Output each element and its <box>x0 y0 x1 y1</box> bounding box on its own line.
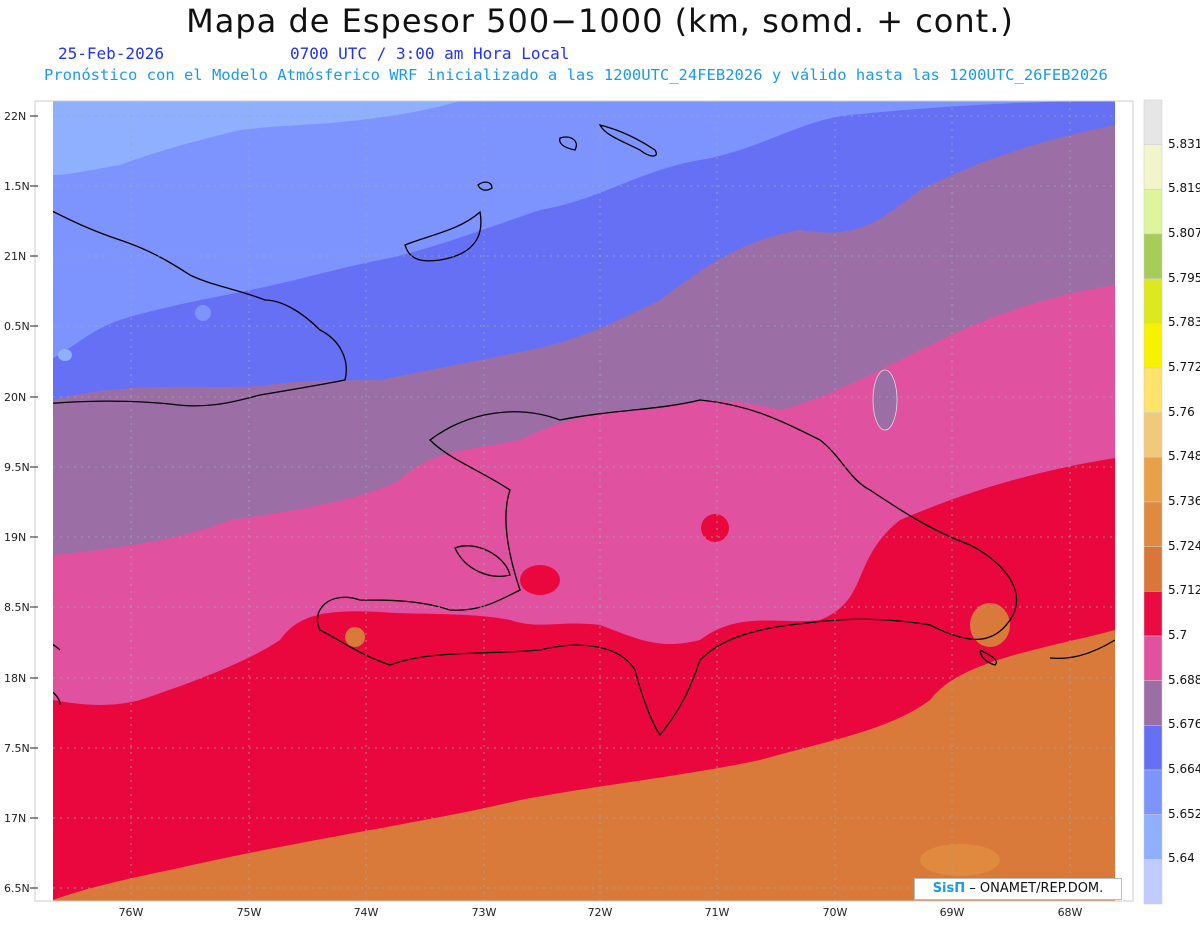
lon-label: 75W <box>236 906 262 919</box>
colorbar-swatch <box>1143 233 1163 279</box>
thickness-bands <box>53 101 1115 901</box>
model-description: Pronóstico con el Modelo Atmósferico WRF… <box>44 66 1108 84</box>
lat-label: 20N <box>4 391 27 404</box>
lat-label: 0.5N <box>4 320 30 333</box>
lon-label: 73W <box>471 906 497 919</box>
colorbar-swatch <box>1143 412 1163 458</box>
lat-label: 6.5N <box>4 882 30 895</box>
colorbar-swatch <box>1143 457 1163 503</box>
colorbar-level-label: 5.676 <box>1168 717 1200 732</box>
credit-text: – ONAMET/REP.DOM. <box>969 881 1104 896</box>
lat-label: 19N <box>4 531 27 544</box>
valid-time: 0700 UTC / 3:00 am Hora Local <box>290 44 570 63</box>
colorbar-swatch <box>1143 278 1163 324</box>
colorbar-level-label: 5.831 <box>1168 136 1200 151</box>
contour-island <box>920 844 1000 876</box>
contour-island <box>701 514 729 542</box>
colorbar-level-label: 5.724 <box>1168 538 1200 553</box>
lat-label: 1.5N <box>4 180 30 193</box>
contour-island <box>970 603 1010 647</box>
colorbar-swatch <box>1143 546 1163 592</box>
coastline <box>53 124 1115 737</box>
colorbar-level-label: 5.795 <box>1168 270 1200 285</box>
lat-label: 17N <box>4 812 27 825</box>
band-medium-blue <box>53 101 1115 358</box>
band-light-blue <box>53 101 460 175</box>
colorbar <box>1143 99 1163 905</box>
colorbar-swatch <box>1143 769 1163 815</box>
colorbar-level-label: 5.76 <box>1168 404 1195 419</box>
colorbar-swatch <box>1143 367 1163 413</box>
forecast-date: 25-Feb-2026 <box>58 44 164 63</box>
lat-label: 18N <box>4 672 27 685</box>
colorbar-level-label: 5.664 <box>1168 762 1200 776</box>
colorbar-level-label: 5.64 <box>1168 851 1195 866</box>
lat-label: 8.5N <box>4 601 30 614</box>
contour-island <box>145 875 169 895</box>
colorbar-level-label: 5.712 <box>1168 583 1200 598</box>
credit-box: SisΠ – ONAMET/REP.DOM. <box>914 878 1122 900</box>
colorbar-swatch <box>1143 144 1163 190</box>
colorbar-level-label: 5.7 <box>1168 628 1188 642</box>
colorbar-swatch <box>1143 635 1163 681</box>
lat-label: 7.5N <box>4 742 30 755</box>
plot-frame <box>34 100 1134 902</box>
colorbar-level-label: 5.783 <box>1168 315 1200 330</box>
colorbar-swatch <box>1143 501 1163 547</box>
contour-island <box>195 305 211 321</box>
colorbar-level-label: 5.807 <box>1168 226 1200 240</box>
colorbar-swatch <box>1143 99 1163 145</box>
lon-label: 71W <box>704 906 730 919</box>
lon-label: 74W <box>353 906 379 919</box>
lat-label: 9.5N <box>4 461 30 474</box>
colorbar-swatch <box>1143 680 1163 726</box>
contour-island <box>872 369 898 431</box>
contour-island <box>58 349 72 361</box>
graticule <box>53 101 1115 901</box>
colorbar-swatch <box>1143 725 1163 771</box>
lon-label: 68W <box>1057 906 1083 919</box>
colorbar-level-label: 5.652 <box>1168 806 1200 821</box>
lon-label: 69W <box>939 906 965 919</box>
map-title: Mapa de Espesor 500−1000 (km, somd. + co… <box>186 2 1014 40</box>
colorbar-swatch <box>1143 189 1163 235</box>
lat-label: 21N <box>4 250 27 263</box>
colorbar-level-label: 5.772 <box>1168 360 1200 374</box>
colorbar-level-label: 5.688 <box>1168 672 1200 687</box>
colorbar-swatch <box>1143 323 1163 369</box>
contour-island <box>345 627 365 647</box>
contour-island <box>520 565 560 595</box>
lon-label: 76W <box>118 906 144 919</box>
sispi-logo: SisΠ <box>932 881 966 896</box>
lat-label: 22N <box>4 110 27 123</box>
colorbar-swatch <box>1143 814 1163 860</box>
colorbar-level-label: 5.819 <box>1168 181 1200 196</box>
colorbar-swatch <box>1143 859 1163 905</box>
colorbar-level-label: 5.736 <box>1168 494 1200 508</box>
colorbar-swatch <box>1143 591 1163 637</box>
lon-label: 72W <box>587 906 613 919</box>
lon-label: 70W <box>822 906 848 919</box>
colorbar-level-label: 5.748 <box>1168 449 1200 464</box>
axis-ticks <box>30 115 38 889</box>
